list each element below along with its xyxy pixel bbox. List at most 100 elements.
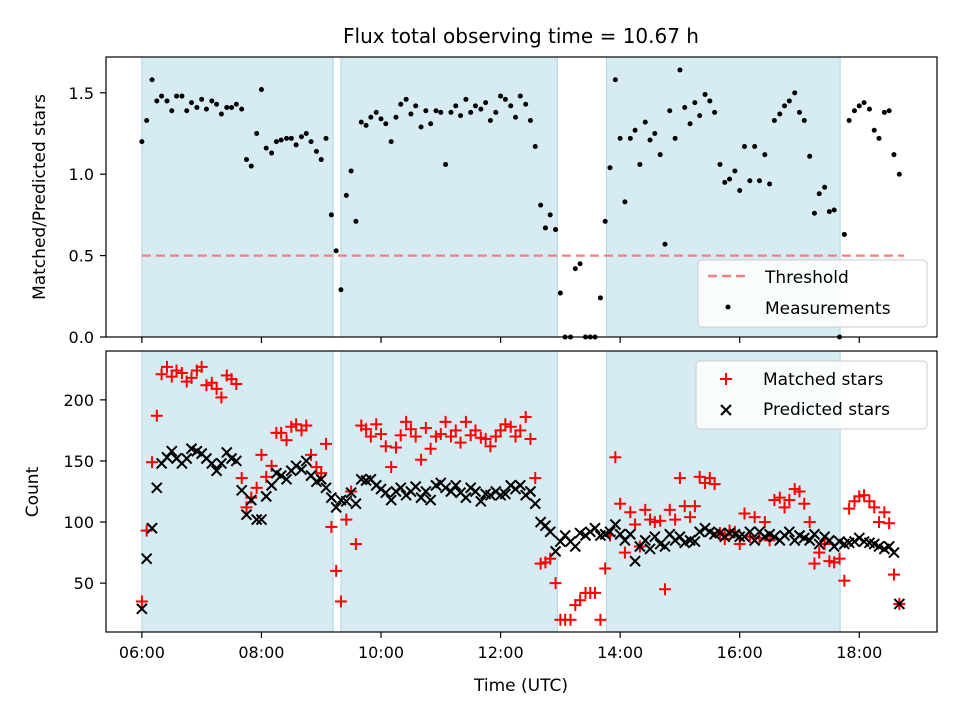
measurement-point [383, 121, 389, 127]
measurement-point [159, 93, 165, 99]
legend-matched-swatch [720, 373, 732, 385]
predicted-point [888, 546, 900, 559]
x-tick-label: 14:00 [597, 643, 643, 662]
measurement-point [826, 209, 832, 215]
measurement-point [796, 109, 802, 115]
measurement-point [288, 135, 294, 141]
measurement-point [657, 152, 663, 158]
matched-point [669, 513, 682, 526]
matched-point [858, 489, 871, 502]
matched-point [783, 494, 796, 507]
y-tick-label: 200 [63, 391, 94, 410]
matched-point [519, 410, 532, 423]
matched-point [255, 448, 268, 461]
measurement-point [881, 109, 887, 115]
measurement-point [727, 176, 733, 182]
measurement-point [254, 131, 260, 137]
matched-point [175, 366, 188, 379]
predicted-point [748, 534, 761, 547]
predicted-point [629, 555, 641, 567]
measurement-point [328, 212, 334, 218]
predicted-point [136, 603, 148, 615]
predicted-point [499, 488, 512, 500]
predicted-point [544, 526, 556, 538]
matched-point [838, 574, 851, 587]
matched-point [499, 418, 512, 431]
predicted-point [245, 494, 257, 506]
matched-point [878, 506, 891, 519]
matched-point [275, 426, 288, 439]
predicted-point [609, 518, 622, 531]
matched-point [135, 595, 148, 608]
predicted-point [439, 482, 452, 494]
matched-point [469, 424, 482, 437]
measurement-point [184, 108, 190, 114]
measurement-point [298, 134, 304, 140]
measurement-point [233, 101, 239, 107]
matched-point [868, 501, 881, 514]
measurement-point [224, 104, 230, 110]
measurement-points [139, 67, 902, 340]
matched-point [409, 430, 422, 443]
matched-point [678, 500, 691, 513]
matched-point [434, 428, 447, 441]
measurement-point [841, 231, 847, 237]
count-points [135, 360, 906, 626]
measurement-point [557, 290, 563, 296]
predicted-point [893, 598, 906, 610]
matched-point [564, 613, 577, 626]
measurement-point [771, 117, 777, 123]
predicted-point [146, 522, 158, 534]
predicted-point [514, 479, 527, 492]
measurement-point [767, 181, 773, 187]
matched-point [718, 533, 731, 546]
measurement-point [273, 139, 279, 145]
matched-point [494, 424, 507, 437]
predicted-point [350, 498, 362, 510]
measurement-point [577, 261, 583, 267]
measurement-point [408, 111, 414, 117]
measurement-point [856, 103, 862, 109]
measurement-point [438, 109, 444, 115]
measurement-point [393, 114, 399, 120]
y-tick-label: 1.5 [69, 84, 94, 103]
x-tick-label: 10:00 [358, 643, 404, 662]
observing-window-band [340, 56, 558, 338]
matched-point [439, 415, 452, 428]
measurement-point [642, 119, 648, 125]
measurement-point [712, 109, 718, 115]
predicted-point [181, 452, 193, 465]
predicted-point [255, 513, 268, 526]
measurement-point [478, 106, 484, 112]
measurement-point [343, 192, 349, 198]
matched-point [205, 376, 218, 389]
predicted-point [649, 530, 661, 543]
matched-point [250, 481, 263, 494]
matched-point [290, 418, 303, 431]
matched-point [768, 494, 781, 507]
matched-point [703, 472, 716, 485]
predicted-point [604, 526, 616, 538]
predicted-point [589, 522, 601, 534]
legend-measurement-label: Measurements [765, 299, 891, 319]
predicted-point [275, 469, 287, 482]
measurement-point [423, 108, 429, 114]
measurement-point [672, 135, 678, 141]
measurement-point [707, 98, 713, 104]
matched-point [873, 516, 886, 529]
matched-point [529, 472, 542, 485]
matched-point [146, 456, 159, 469]
matched-point [419, 421, 432, 434]
predicted-point [385, 494, 397, 506]
matched-point [385, 461, 398, 474]
measurement-point [517, 93, 523, 99]
measurement-point [896, 171, 902, 177]
x-tick-label: 18:00 [836, 643, 882, 662]
measurement-point [169, 108, 175, 114]
predicted-point [689, 535, 701, 548]
y-axis-label: Matched/Predicted stars [30, 94, 50, 300]
measurement-point [547, 212, 553, 218]
measurement-point [647, 137, 653, 143]
matched-point [514, 424, 527, 437]
measurement-point [448, 109, 454, 115]
